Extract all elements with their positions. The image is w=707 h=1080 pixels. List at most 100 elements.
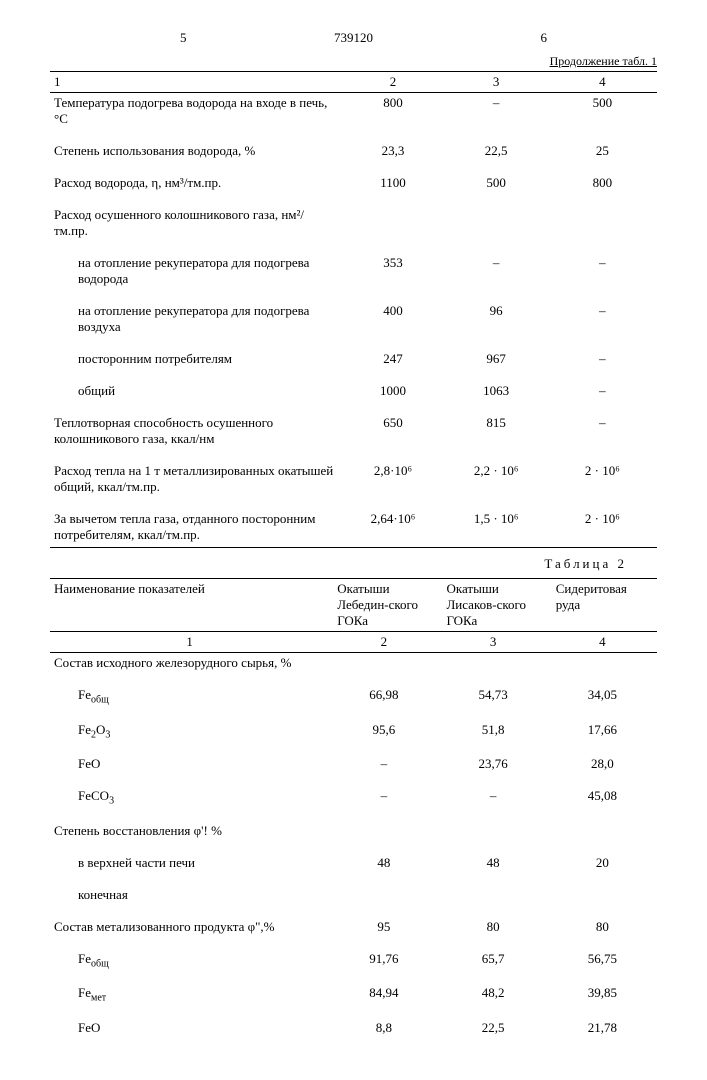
cell: 353 — [341, 253, 444, 289]
t2-n4: 4 — [548, 632, 657, 653]
page-num-left: 5 — [180, 30, 187, 46]
cell: 22,5 — [438, 1018, 547, 1038]
row-label: FeCO3 — [50, 786, 329, 809]
table-row: общий10001063– — [50, 381, 657, 401]
row-label: Степень восстановления φ'! % — [50, 821, 329, 841]
table2-numrow: 1 2 3 4 — [50, 632, 657, 653]
cell: 80 — [438, 917, 547, 937]
cell — [548, 205, 657, 241]
table-row: посторонним потребителям247967– — [50, 349, 657, 369]
cell: 91,76 — [329, 949, 438, 972]
t1-h3: 3 — [445, 72, 548, 93]
cell: 400 — [341, 301, 444, 337]
cell — [548, 653, 657, 674]
table-2: Наименование показателей Окатыши Лебедин… — [50, 578, 657, 1050]
cell: – — [548, 301, 657, 337]
cell: 500 — [445, 173, 548, 193]
cell: 500 — [548, 93, 657, 130]
cell: 48 — [329, 853, 438, 873]
cell: 2,64·10⁶ — [341, 509, 444, 545]
row-label: конечная — [50, 885, 329, 905]
cell: – — [329, 754, 438, 774]
row-label: Степень использования водорода, % — [50, 141, 341, 161]
cell: 1000 — [341, 381, 444, 401]
table-row: на отопление рекуператора для подогрева … — [50, 253, 657, 289]
cell — [445, 205, 548, 241]
cell — [548, 885, 657, 905]
cell: 39,85 — [548, 983, 657, 1006]
cell — [438, 821, 547, 841]
row-label: Расход осушенного колошникового газа, нм… — [50, 205, 341, 241]
row-label: в верхней части печи — [50, 853, 329, 873]
row-label: общий — [50, 381, 341, 401]
cell: – — [548, 349, 657, 369]
page-num-right: 6 — [541, 30, 548, 46]
row-label: посторонним потребителям — [50, 349, 341, 369]
cell: 2 · 10⁶ — [548, 509, 657, 545]
cell: 84,94 — [329, 983, 438, 1006]
table-row: Feобщ66,9854,7334,05 — [50, 685, 657, 708]
table2-header-row: Наименование показателей Окатыши Лебедин… — [50, 579, 657, 632]
table-row: Feобщ91,7665,756,75 — [50, 949, 657, 972]
cell: 95 — [329, 917, 438, 937]
row-label: Расход тепла на 1 т металлизированных ок… — [50, 461, 341, 497]
row-label: на отопление рекуператора для подогрева … — [50, 301, 341, 337]
row-label: Температура подогрева водорода на входе … — [50, 93, 341, 130]
page-header: 5 739120 6 — [50, 30, 657, 48]
row-label: FeO — [50, 1018, 329, 1038]
cell: 815 — [445, 413, 548, 449]
cell: 80 — [548, 917, 657, 937]
cell: 23,3 — [341, 141, 444, 161]
cell: 2,8·10⁶ — [341, 461, 444, 497]
cell: – — [329, 786, 438, 809]
table2-title: Таблица 2 — [50, 556, 627, 572]
cell — [548, 821, 657, 841]
cell: 1,5 · 10⁶ — [445, 509, 548, 545]
cell: – — [548, 413, 657, 449]
row-label: Состав исходного железорудного сырья, % — [50, 653, 329, 674]
table-row: FeCO3––45,08 — [50, 786, 657, 809]
cell: 8,8 — [329, 1018, 438, 1038]
cell: 800 — [341, 93, 444, 130]
cell: 650 — [341, 413, 444, 449]
table-row: За вычетом тепла газа, отданного посторо… — [50, 509, 657, 545]
cell: 34,05 — [548, 685, 657, 708]
cell: 22,5 — [445, 141, 548, 161]
cell — [438, 885, 547, 905]
cell: 48 — [438, 853, 547, 873]
cell: 96 — [445, 301, 548, 337]
row-label: Состав метализованного продукта φ",% — [50, 917, 329, 937]
cell: – — [548, 253, 657, 289]
cell: 17,66 — [548, 720, 657, 743]
cell: 20 — [548, 853, 657, 873]
row-label: на отопление рекуператора для подогрева … — [50, 253, 341, 289]
cell: 54,73 — [438, 685, 547, 708]
cell: 66,98 — [329, 685, 438, 708]
t2-h2: Окатыши Лебедин-ского ГОКа — [329, 579, 438, 632]
cell: 2 · 10⁶ — [548, 461, 657, 497]
cell: 23,76 — [438, 754, 547, 774]
row-label: FeO — [50, 754, 329, 774]
table-row: Теплотворная способность осушенного коло… — [50, 413, 657, 449]
cell: – — [548, 381, 657, 401]
table-row: FeO8,822,521,78 — [50, 1018, 657, 1038]
table-row: Расход осушенного колошникового газа, нм… — [50, 205, 657, 241]
cell: 51,8 — [438, 720, 547, 743]
table-1: 1 2 3 4 Температура подогрева водорода н… — [50, 71, 657, 548]
cell — [329, 821, 438, 841]
cell: 48,2 — [438, 983, 547, 1006]
cell: 247 — [341, 349, 444, 369]
table-row: Состав метализованного продукта φ",%9580… — [50, 917, 657, 937]
table1-continuation-label: Продолжение табл. 1 — [50, 54, 657, 69]
cell: 28,0 — [548, 754, 657, 774]
t2-n1: 1 — [50, 632, 329, 653]
cell: 967 — [445, 349, 548, 369]
cell — [329, 653, 438, 674]
t2-h3: Окатыши Лисаков-ского ГОКа — [438, 579, 547, 632]
table-row: Степень восстановления φ'! % — [50, 821, 657, 841]
t1-h4: 4 — [548, 72, 657, 93]
t2-n3: 3 — [438, 632, 547, 653]
row-label: Теплотворная способность осушенного коло… — [50, 413, 341, 449]
table-row: Feмет84,9448,239,85 — [50, 983, 657, 1006]
doc-number: 739120 — [334, 30, 373, 46]
